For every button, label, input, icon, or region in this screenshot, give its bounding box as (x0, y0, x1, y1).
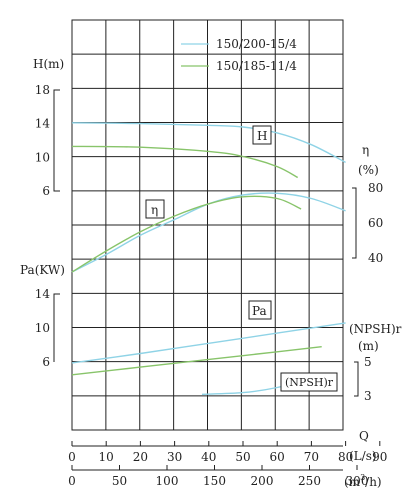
curve-head-4 (71, 145, 299, 179)
flow-ls-tick-label: 60 (270, 450, 285, 464)
curve-efficiency-5 (71, 195, 302, 273)
flow-m3h-unit: (m3/h) (344, 473, 382, 489)
flow-ls-tick-label: 0 (68, 450, 76, 464)
svg-text:(NPSH)r: (NPSH)r (285, 376, 334, 389)
curve-efficiency-1 (71, 192, 346, 273)
flow-ls-tick-label: 90 (372, 450, 387, 464)
efficiency-tick-label: 80 (368, 181, 383, 195)
flow-ls-tick-label: 80 (338, 450, 353, 464)
flow-m3h-tick-label: 150 (203, 474, 226, 488)
curve-power-2 (71, 322, 346, 364)
curve-label-power: Pa (248, 300, 272, 320)
flow-ls-tick-label: 20 (133, 450, 148, 464)
svg-text:H: H (257, 129, 267, 143)
head-axis-bracket (53, 89, 60, 192)
efficiency-tick-label: 40 (368, 251, 383, 265)
flow-ls-tick-label: 50 (235, 450, 250, 464)
efficiency-axis-unit: (%) (358, 163, 379, 177)
head-axis-label: H(m) (33, 57, 64, 71)
curve-head-0 (71, 122, 346, 164)
flow-axis-label: Q (359, 429, 369, 443)
legend: 150/200-15/4 150/185-11/4 (181, 37, 297, 73)
efficiency-axis-bracket (352, 187, 357, 259)
flow-ls-tick-label: 40 (201, 450, 216, 464)
head-tick-label: 10 (35, 150, 50, 164)
svg-text:Pa: Pa (252, 304, 267, 318)
curve-label-efficiency: η (145, 199, 165, 219)
power-tick-label: 6 (42, 355, 50, 369)
curves (71, 122, 346, 395)
npsh-axis-unit: (m) (358, 339, 379, 353)
curve-power-6 (71, 346, 322, 376)
npsh-axis-label: (NPSH)r (349, 322, 402, 336)
chart-grid (71, 19, 344, 431)
npsh-tick-label: 3 (364, 389, 372, 403)
flow-m3h-tick-label: 250 (298, 474, 321, 488)
curve-label-head: H (252, 125, 272, 145)
flow-ls-unit: (L/s) (349, 449, 377, 463)
svg-text:η: η (151, 203, 158, 217)
efficiency-tick-label: 60 (368, 216, 383, 230)
efficiency-axis-label: η (362, 143, 369, 157)
flow-m3h-tick-label: 300 (346, 474, 369, 488)
legend-label-150-185: 150/185-11/4 (216, 59, 297, 73)
flow-m3h-tick-label: 0 (68, 474, 76, 488)
head-tick-label: 6 (42, 184, 50, 198)
power-axis-bracket (53, 293, 60, 362)
flow-m3h-tick-label: 200 (251, 474, 274, 488)
flow-m3h-tick-label: 50 (112, 474, 127, 488)
flow-ls-tick-label: 10 (99, 450, 114, 464)
power-tick-label: 14 (35, 287, 51, 301)
npsh-tick-label: 5 (364, 355, 372, 369)
head-tick-label: 18 (35, 83, 50, 97)
npsh-axis-bracket (354, 361, 359, 397)
flow-m3h-tick-label: 100 (156, 474, 179, 488)
legend-label-150-200: 150/200-15/4 (216, 37, 297, 51)
curve-label-npsh: (NPSH)r (280, 372, 338, 392)
flow-ls-tick-label: 30 (167, 450, 182, 464)
flow-ls-tick-label: 70 (304, 450, 319, 464)
head-tick-label: 14 (35, 117, 51, 131)
power-axis-label: Pa(KW) (20, 263, 65, 277)
power-tick-label: 10 (35, 321, 50, 335)
